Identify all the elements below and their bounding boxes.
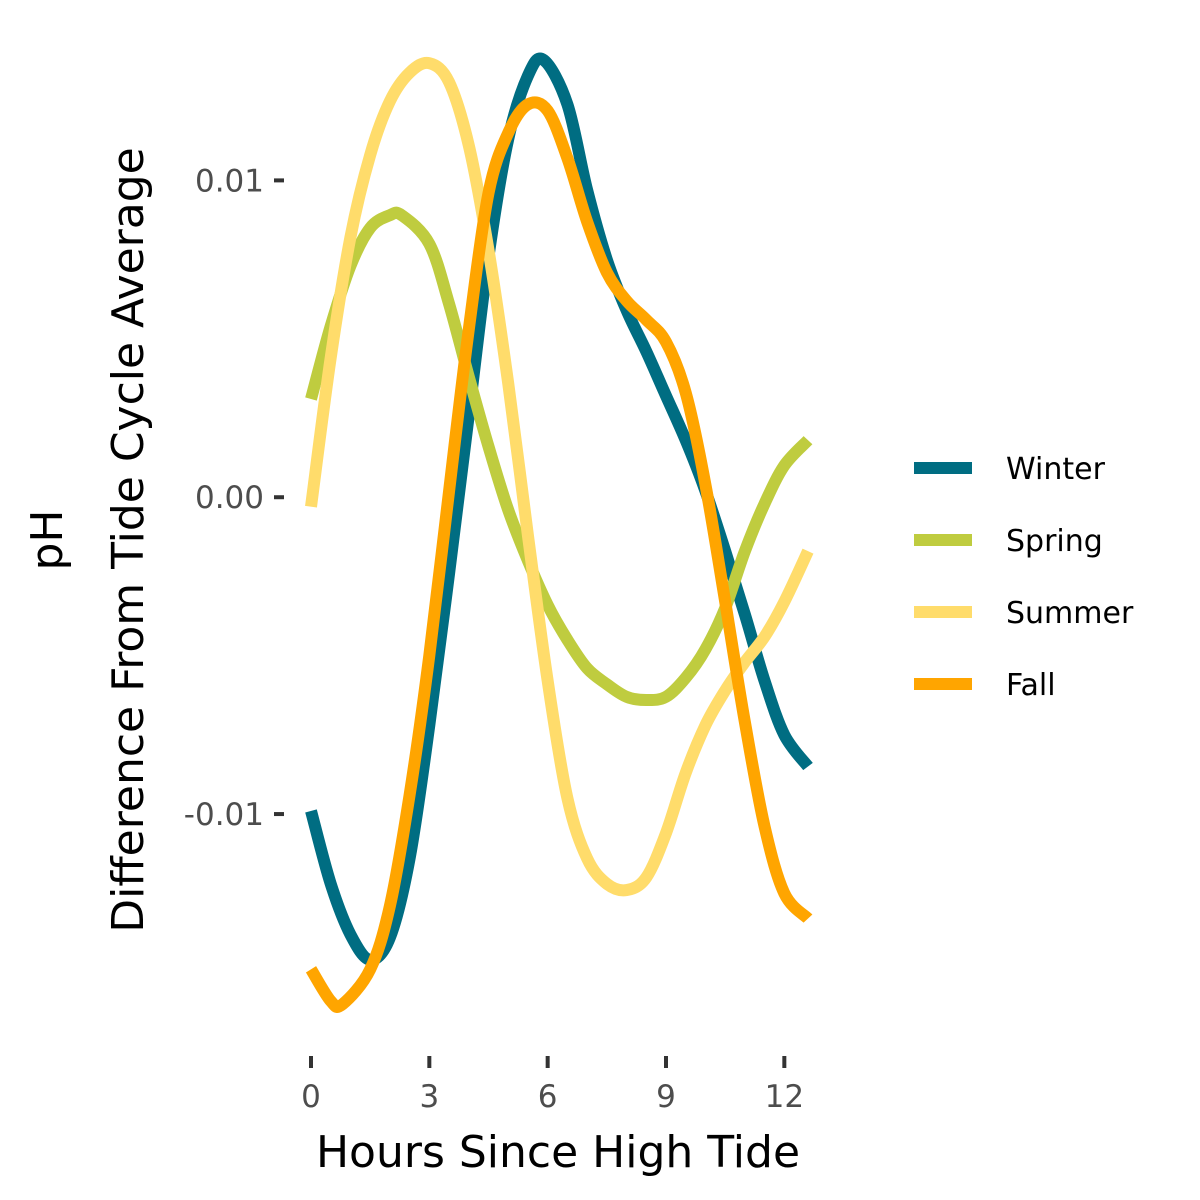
legend: Winter Spring Summer Fall [914,452,1134,703]
series-line-summer [305,56,814,897]
y-tick-label: -0.01 [184,797,264,833]
x-tick-label: 9 [656,1079,676,1115]
x-axis: 0 3 6 9 12 [301,1056,804,1115]
series-line-winter [305,52,813,966]
y-axis-title-line-2: Difference From Tide Cycle Average [103,147,154,932]
x-tick-label: 3 [419,1079,439,1115]
legend-label-summer: Summer [1006,596,1134,631]
y-axis-title-line-1: pH [22,509,73,570]
x-tick-label: 6 [538,1079,558,1115]
x-tick-label: 12 [765,1079,804,1115]
y-tick-label: 0.00 [195,480,264,516]
y-axis: 0.01 0.00 -0.01 [184,163,284,833]
legend-label-fall: Fall [1006,668,1056,703]
x-tick-label: 0 [301,1079,321,1115]
y-tick-label: 0.01 [195,163,264,199]
series-layer [305,52,814,1013]
legend-label-spring: Spring [1006,524,1103,559]
series-line-fall [305,96,813,1013]
legend-label-winter: Winter [1006,452,1106,487]
y-axis-title: pH Difference From Tide Cycle Average [22,147,154,932]
x-axis-title: Hours Since High Tide [316,1127,800,1178]
